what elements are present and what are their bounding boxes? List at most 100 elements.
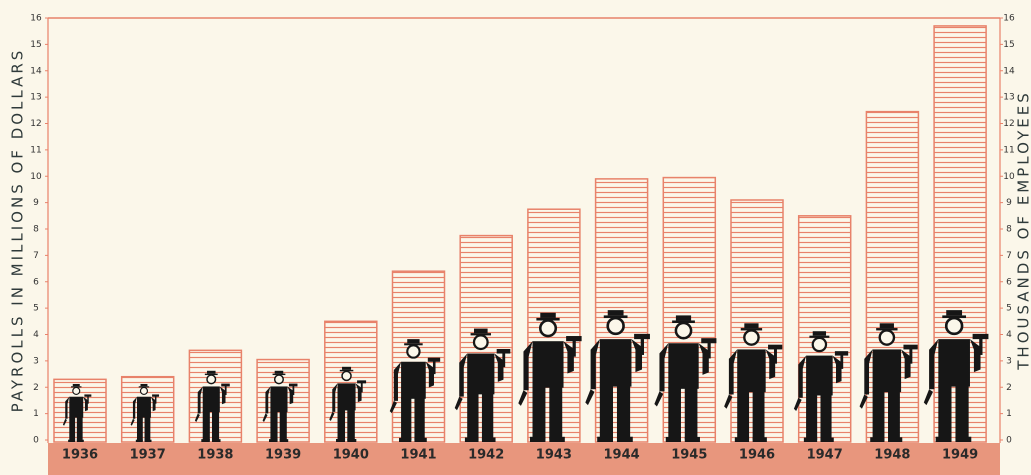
worker-body [202,386,220,413]
y-tick-label: 9 [33,198,39,208]
worker-foot-left [870,437,885,442]
worker-foot-right [211,439,221,442]
worker-head [72,386,81,395]
worker-arm-left [197,386,203,414]
worker-brim [876,328,898,331]
worker-leg-right [684,387,698,440]
worker-hat [140,383,148,387]
worker-foot-right [888,437,903,442]
worker-hammer-head [701,338,717,344]
worker-head [538,319,558,338]
year-label: 1941 [400,448,436,463]
worker-hammer-head [834,351,849,356]
worker-leg-right [414,397,425,440]
worker-hat [206,370,216,374]
worker-arm-left [929,339,939,390]
worker-foot-right [347,438,357,442]
y-axis-label: PAYROLLS IN MILLIONS OF DOLLARS [9,48,27,413]
worker-leg-right [752,390,765,440]
worker-hammer-handle [640,336,644,355]
worker [859,323,918,442]
y2-tick-label: 13 [1003,93,1014,103]
worker-foot-right [616,436,633,442]
worker-wrench [585,389,595,406]
y-tick-label: 10 [30,172,42,182]
worker-head [878,329,896,346]
y-tick-label: 8 [33,225,39,235]
worker-leg-left [270,411,278,441]
worker-body [69,396,84,418]
year-label: 1946 [739,448,775,463]
worker-hammer-head [288,383,298,387]
worker [262,370,298,442]
worker-foot-left [399,437,412,442]
worker-body [938,339,970,387]
worker-arm-left [590,339,600,390]
year-label: 1943 [536,448,572,463]
worker-head [406,344,421,359]
worker-leg-left [202,411,210,441]
worker-arm-left [459,353,468,397]
y2-tick-label: 9 [1006,198,1012,208]
worker [389,339,441,442]
worker-hat [407,339,420,344]
worker-brim [404,343,423,346]
year-label: 1939 [265,448,301,463]
worker-hammer-handle [432,359,436,375]
worker-arm-left [523,341,533,391]
year-label: 1948 [874,448,910,463]
y2-tick-label: 8 [1006,225,1012,235]
worker-arm-right [765,349,776,380]
y2-tick-label: 10 [1003,172,1015,182]
worker [585,310,650,442]
worker-hat [812,331,827,336]
worker-hammer-head [566,336,582,342]
worker-arm-right [563,341,574,374]
worker-hat [744,323,759,329]
worker-hammer-handle [909,347,913,364]
worker-leg-right [955,385,969,440]
worker-hat [342,366,352,370]
worker-arm-left [864,349,873,395]
worker-arm-left [728,349,738,395]
worker-body [467,353,495,395]
worker-leg-right [888,390,900,440]
worker-wrench [518,390,528,406]
y2-tick-label: 6 [1006,277,1012,287]
worker-leg-left [337,409,346,441]
worker-hammer-head [84,394,92,397]
y-tick-label: 11 [30,145,41,155]
worker [654,315,717,442]
worker-leg-left [938,385,952,440]
y-tick-label: 7 [33,251,39,261]
worker [130,383,160,442]
year-label: 1949 [942,448,978,463]
worker-brim [672,320,695,323]
worker [329,366,367,442]
year-band [48,443,1000,475]
worker [194,370,230,442]
worker-leg-left [668,387,681,440]
worker-foot-left [201,439,210,442]
worker-hammer-handle [572,338,576,357]
worker-head [273,374,284,385]
worker-hat [675,315,692,321]
worker-foot-right [820,437,834,442]
worker-leg-right [820,394,832,440]
worker-hammer-head [221,383,230,387]
worker-leg-right [279,411,287,441]
worker-foot-right [144,439,152,442]
worker-head [944,316,964,336]
worker-body [136,396,151,418]
y-tick-label: 12 [30,119,41,129]
y2-tick-label: 16 [1003,14,1015,24]
year-label: 1944 [604,448,640,463]
y-tick-label: 0 [33,436,39,446]
worker-body [401,361,426,399]
worker-hammer-handle [707,340,711,359]
worker-hammer-handle [840,353,844,369]
worker-leg-right [481,393,494,440]
worker-arm-left [132,396,137,419]
worker-arm-right [832,355,842,384]
worker-wrench [62,418,67,426]
